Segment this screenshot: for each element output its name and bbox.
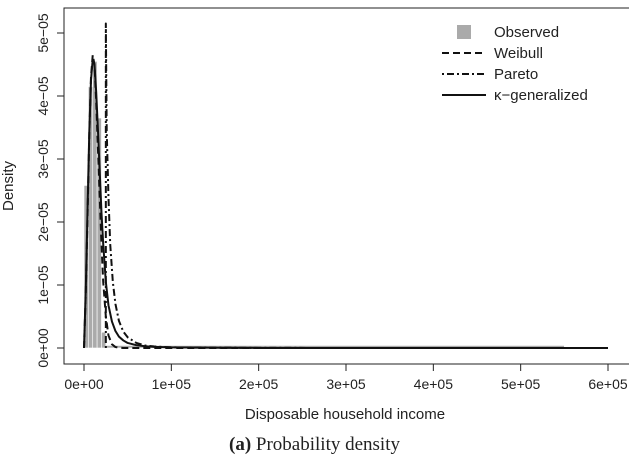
y-tick-label-5: 5e−05 (35, 13, 51, 53)
plot-area-frame (63, 7, 629, 365)
legend-label-3: κ−generalized (494, 87, 588, 104)
legend-label-1: Weibull (494, 45, 543, 62)
series-line-weibull (83, 54, 608, 349)
series-line-pareto (104, 22, 608, 349)
caption-text: Probability density (255, 434, 400, 455)
x-tick-label-1: 1e+05 (152, 376, 192, 392)
x-tick-label-4: 4e+05 (414, 376, 454, 392)
figure-caption: (a) Probability density (0, 434, 629, 456)
legend-label-0: Observed (494, 24, 559, 41)
x-axis: 0e+00 1e+05 2e+05 3e+05 4e+05 5e+05 6e+05 (64, 363, 628, 392)
y-axis: 0e+00 1e−05 2e−05 3e−05 4e−05 5e−05 (35, 13, 65, 368)
x-tick-label-3: 3e+05 (326, 376, 366, 392)
legend-swatch-observed (457, 25, 471, 39)
x-axis-label: Disposable household income (245, 406, 445, 423)
histogram-bar-3 (96, 117, 102, 349)
y-tick-label-3: 3e−05 (35, 139, 51, 179)
legend: Observed Weibull Pareto κ−generalized (442, 24, 588, 104)
y-tick-label-1: 1e−05 (35, 265, 51, 305)
x-tick-label-0: 0e+00 (64, 376, 104, 392)
x-tick-label-2: 2e+05 (239, 376, 279, 392)
caption-label: (a) (229, 434, 252, 455)
series-line-generalized (83, 58, 608, 349)
x-tick-label-5: 5e+05 (501, 376, 541, 392)
y-tick-label-2: 2e−05 (35, 202, 51, 242)
y-tick-label-0: 0e+00 (35, 328, 51, 368)
x-tick-label-6: 6e+05 (588, 376, 628, 392)
y-axis-label: Density (0, 160, 17, 211)
legend-label-2: Pareto (494, 66, 538, 83)
series-layer (83, 22, 608, 349)
y-tick-label-4: 4e−05 (35, 76, 51, 116)
histogram-layer (83, 61, 565, 349)
